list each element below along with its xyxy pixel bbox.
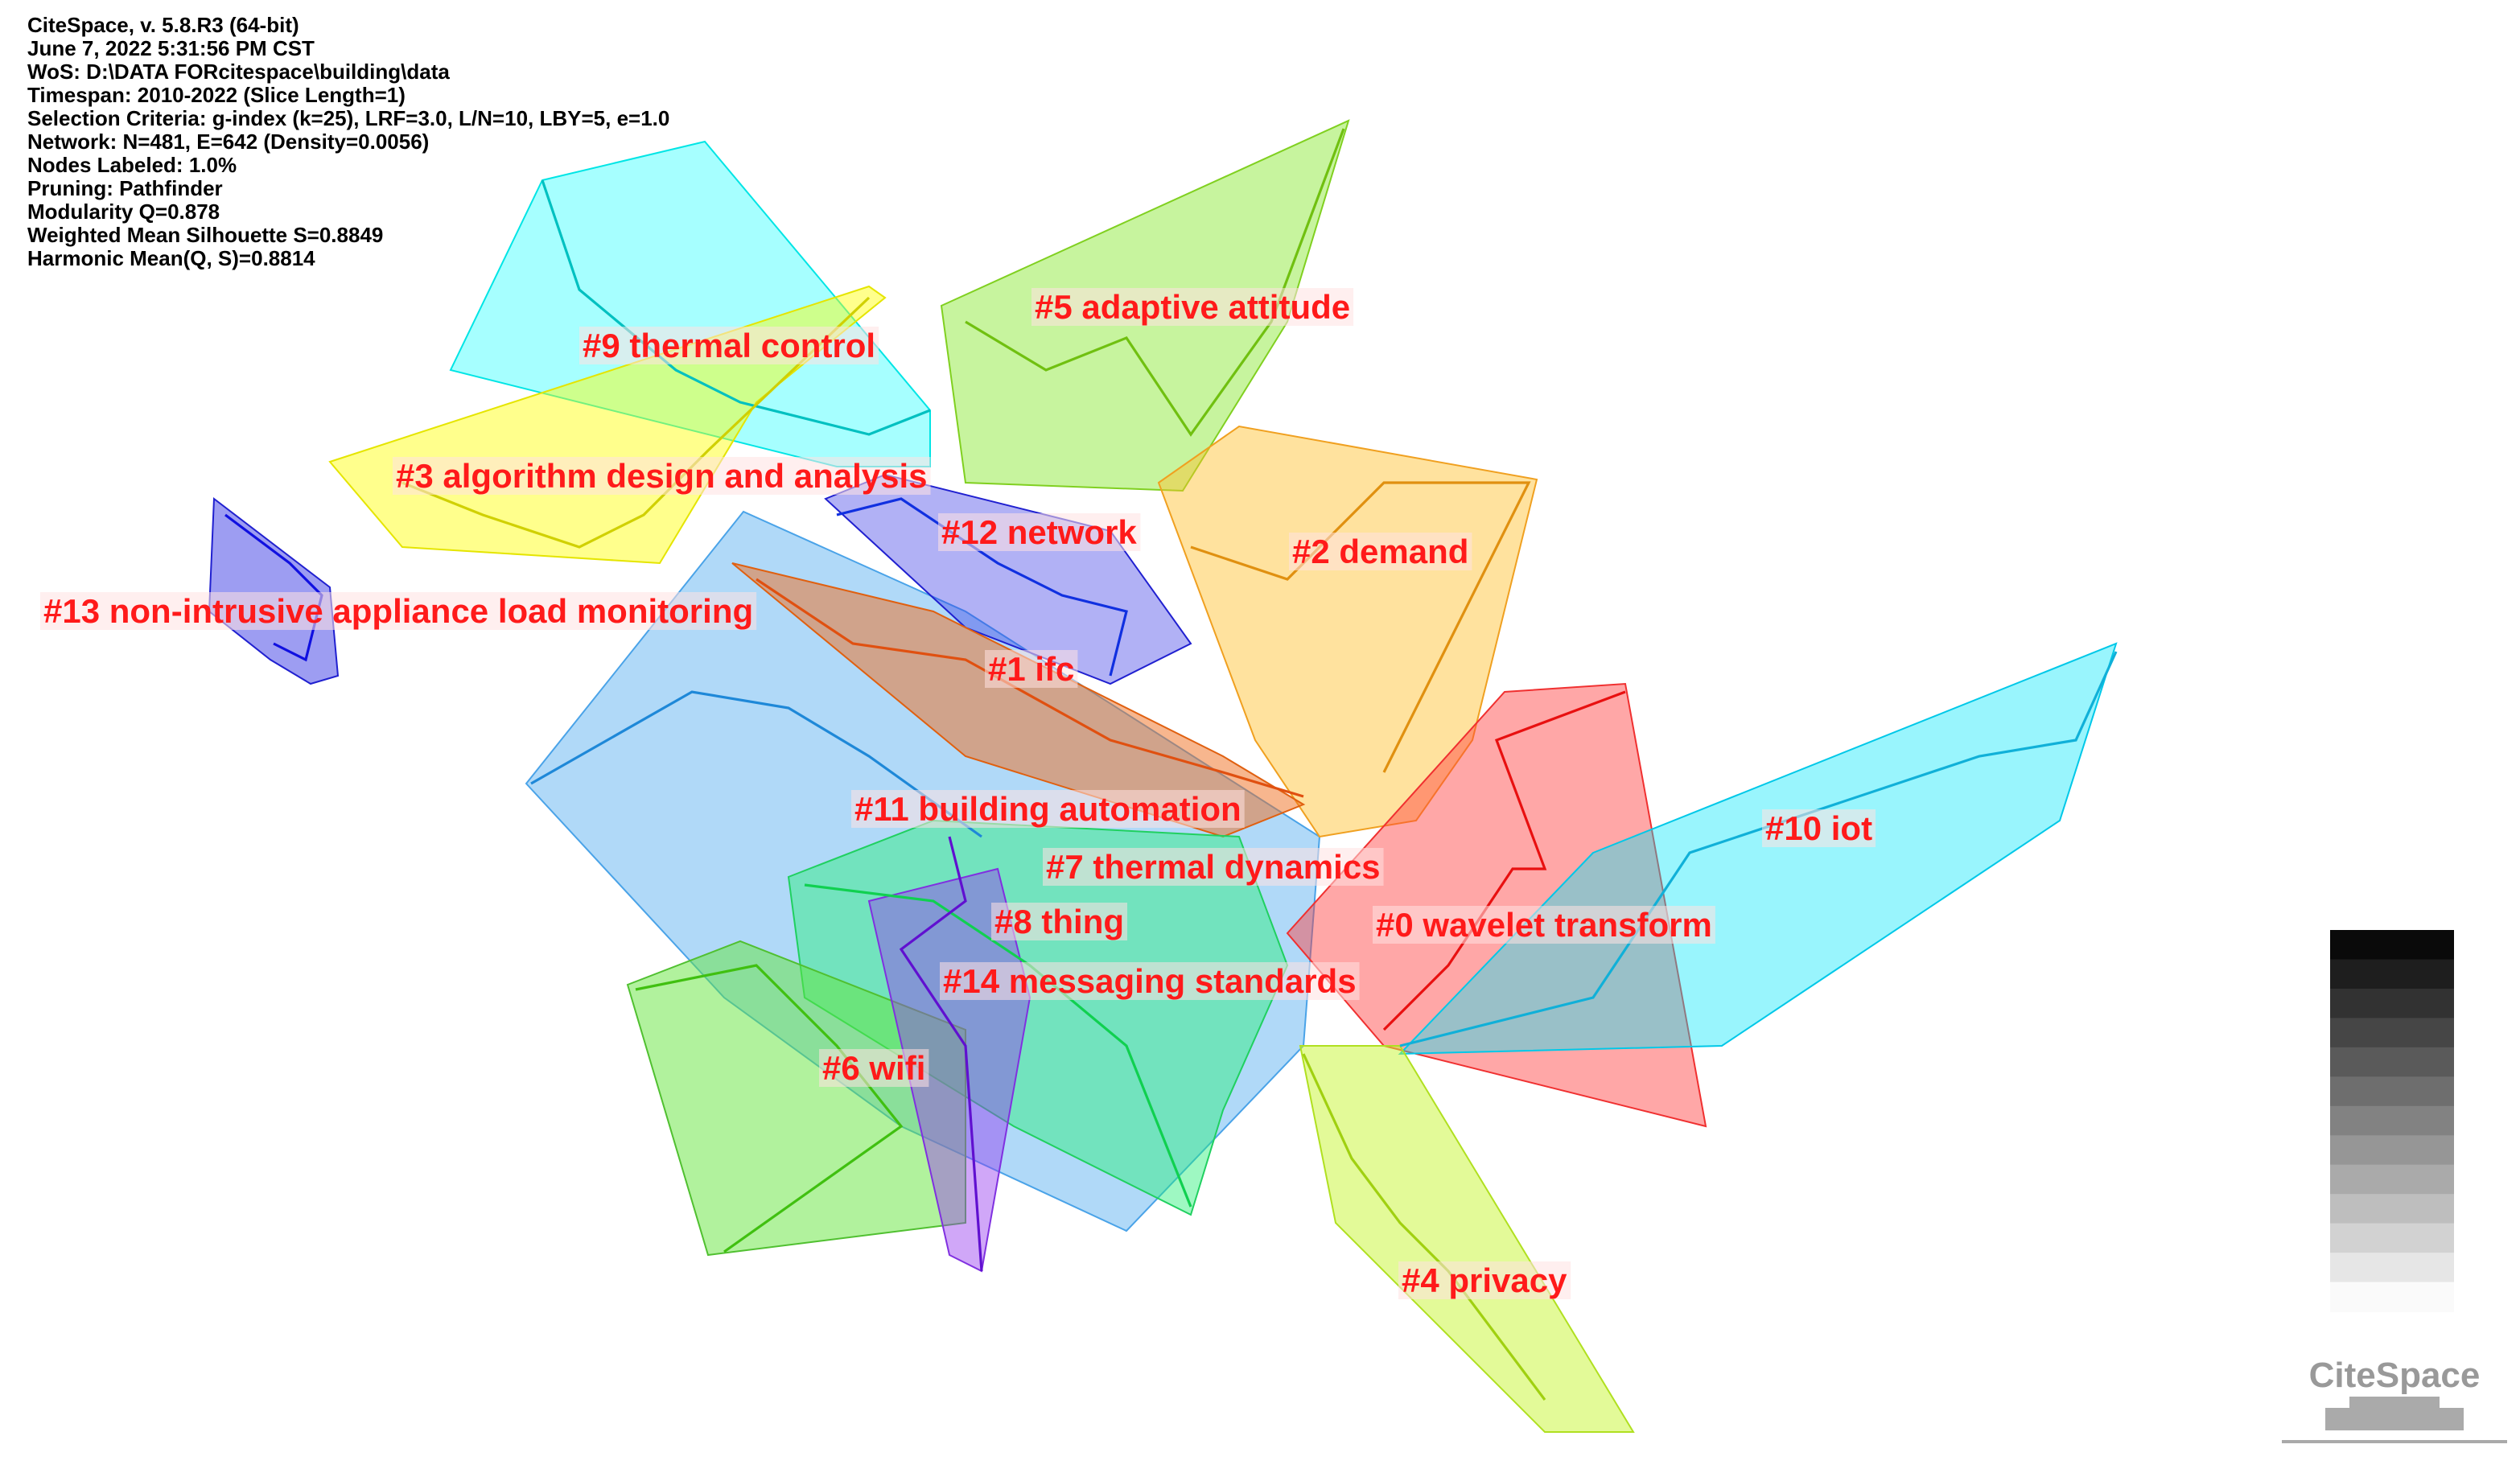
info-line: Network: N=481, E=642 (Density=0.0056) bbox=[27, 130, 429, 154]
edge bbox=[1302, 1053, 1546, 1401]
info-line: Harmonic Mean(Q, S)=0.8814 bbox=[27, 246, 315, 270]
cluster-label: #5 adaptive attitude bbox=[1035, 288, 1350, 326]
label-background bbox=[393, 457, 931, 495]
edge bbox=[1399, 651, 2118, 1047]
info-line: Nodes Labeled: 1.0% bbox=[27, 153, 237, 177]
cluster-label: #12 network bbox=[941, 513, 1137, 551]
cluster-label: #10 iot bbox=[1765, 809, 1872, 847]
edge bbox=[899, 836, 983, 1272]
label-background bbox=[1762, 809, 1876, 847]
cluster-labels: #9 thermal control #5 adaptive attitude #3… bbox=[40, 288, 1876, 1299]
legend-swatch bbox=[2330, 1223, 2454, 1254]
info-line: June 7, 2022 5:31:56 PM CST bbox=[27, 36, 315, 60]
legend-swatch bbox=[2330, 1105, 2454, 1137]
cluster-label: #4 privacy bbox=[1402, 1261, 1567, 1299]
legend-swatch bbox=[2330, 1135, 2454, 1166]
hull-red bbox=[1286, 682, 1707, 1128]
edge bbox=[530, 690, 982, 838]
cluster-label: #7 thermal dynamics bbox=[1046, 848, 1381, 886]
cluster-label: #3 algorithm design and analysis bbox=[396, 457, 928, 495]
legend-swatch bbox=[2330, 988, 2454, 1019]
label-background bbox=[579, 327, 879, 364]
label-background bbox=[938, 513, 1141, 551]
cluster-label: #8 thing bbox=[994, 903, 1124, 940]
label-background bbox=[40, 592, 757, 630]
hull-cyan-2 bbox=[1398, 642, 2118, 1055]
label-background bbox=[1289, 533, 1472, 570]
label-background bbox=[851, 790, 1245, 828]
cluster-label: #2 demand bbox=[1292, 533, 1468, 570]
legend-swatch bbox=[2330, 1194, 2454, 1224]
cluster-label: #0 wavelet transform bbox=[1376, 906, 1712, 944]
edge bbox=[836, 497, 1128, 677]
edge bbox=[541, 179, 931, 436]
label-background bbox=[1031, 288, 1354, 326]
hull-orange-2 bbox=[731, 562, 1306, 838]
color-legend bbox=[2330, 930, 2454, 1312]
logo: CiteSpace bbox=[2309, 1356, 2481, 1395]
label-background bbox=[819, 1049, 929, 1087]
legend-swatch bbox=[2330, 1047, 2454, 1078]
legend-swatch bbox=[2330, 1282, 2454, 1312]
info-line: CiteSpace, v. 5.8.R3 (64-bit) bbox=[27, 13, 299, 37]
info-panel: CiteSpace, v. 5.8.R3 (64-bit)June 7, 202… bbox=[27, 13, 669, 270]
cluster-label: #1 ifc bbox=[988, 650, 1074, 688]
legend-swatch bbox=[2330, 1076, 2454, 1107]
label-background bbox=[1373, 906, 1715, 944]
cluster-label: #14 messaging standards bbox=[943, 962, 1357, 1000]
edge bbox=[1382, 690, 1626, 1031]
label-background bbox=[940, 962, 1360, 1000]
info-line: Weighted Mean Silhouette S=0.8849 bbox=[27, 223, 383, 247]
legend-swatch bbox=[2330, 1253, 2454, 1283]
info-line: Timespan: 2010-2022 (Slice Length=1) bbox=[27, 83, 406, 107]
legend-swatch bbox=[2330, 930, 2454, 961]
info-line: WoS: D:\DATA FORcitespace\building\data bbox=[27, 60, 450, 84]
info-line: Modularity Q=0.878 bbox=[27, 200, 220, 224]
info-line: Pruning: Pathfinder bbox=[27, 176, 223, 200]
label-background bbox=[1043, 848, 1384, 886]
edge bbox=[1190, 481, 1531, 773]
edge bbox=[756, 578, 1304, 798]
logo-icon bbox=[2282, 1397, 2507, 1443]
label-background bbox=[991, 903, 1128, 940]
info-line: Selection Criteria: g-index (k=25), LRF=… bbox=[27, 106, 669, 130]
cluster-label: #13 non-intrusive appliance load monitor… bbox=[43, 592, 753, 630]
hull-green-3 bbox=[626, 940, 966, 1257]
hull-yellow-green bbox=[1299, 1045, 1635, 1433]
label-background bbox=[1398, 1261, 1571, 1299]
legend-swatch bbox=[2330, 1018, 2454, 1048]
hull-orange bbox=[1157, 425, 1538, 838]
legend-swatch bbox=[2330, 1164, 2454, 1195]
cluster-label: #11 building automation bbox=[854, 790, 1241, 828]
edge bbox=[401, 296, 871, 549]
cluster-label: #6 wifi bbox=[822, 1049, 925, 1087]
cluster-label: #9 thermal control bbox=[583, 327, 875, 364]
legend-swatch bbox=[2330, 959, 2454, 990]
edge bbox=[635, 964, 904, 1253]
label-background bbox=[985, 650, 1078, 688]
